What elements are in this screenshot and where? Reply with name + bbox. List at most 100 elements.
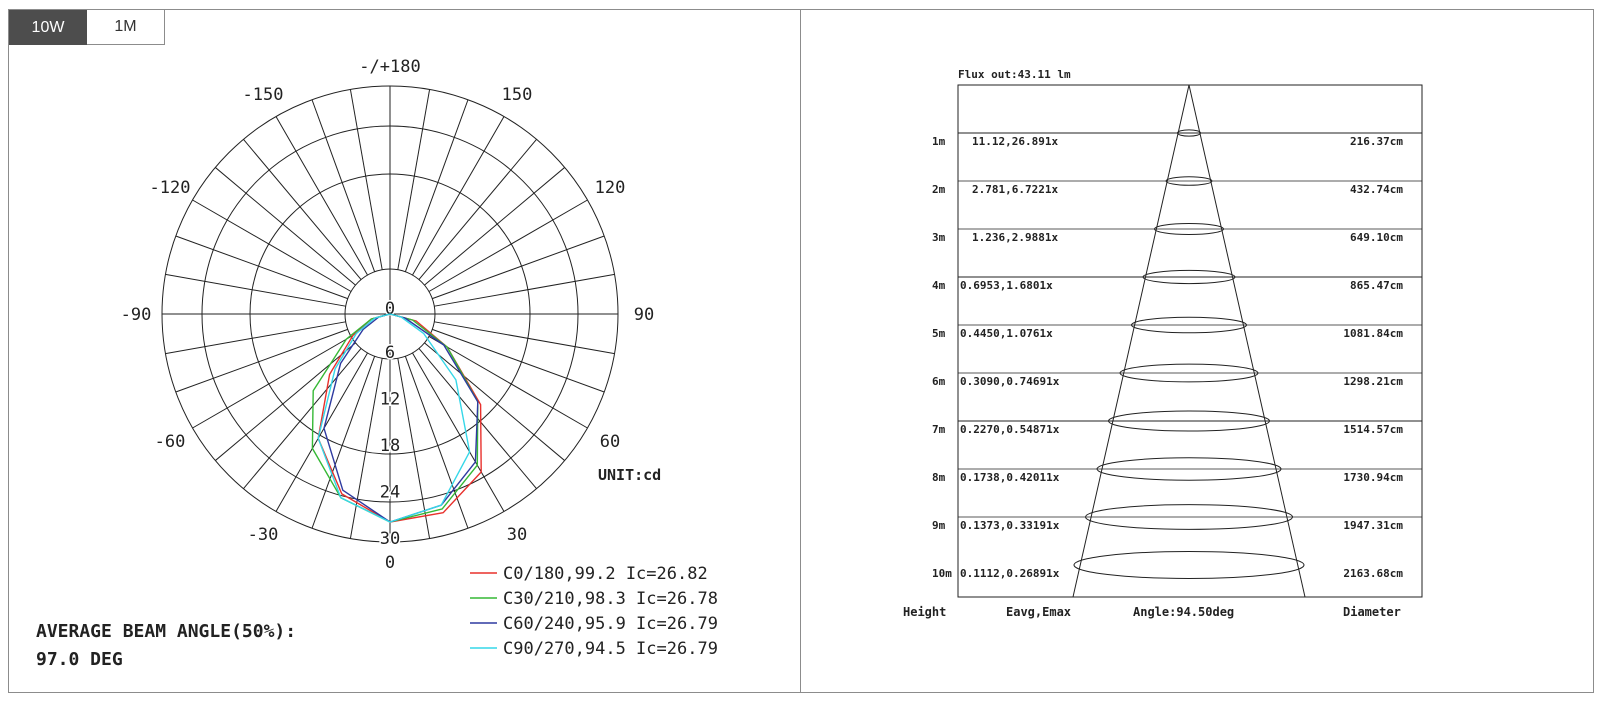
polar-grid-spoke: [165, 273, 346, 307]
polar-grid-spoke: [412, 352, 505, 512]
cone-diameter-label: 216.37cm: [1350, 135, 1403, 148]
legend-entry-1: C30/210,98.3 Ic=26.78: [503, 589, 718, 609]
panel-divider: [800, 9, 801, 693]
polar-grid-spoke: [432, 328, 605, 393]
polar-angle-label: -150: [243, 85, 284, 105]
beam-angle-summary: AVERAGE BEAM ANGLE(50%): 97.0 DEG: [36, 618, 296, 674]
polar-chart: -/+180 -150 150 -120 120 -90 90 -60 60 -30 30 0 0 6 12…: [121, 57, 718, 659]
polar-grid-spoke: [397, 89, 431, 270]
cone-ellipse: [1119, 363, 1259, 383]
polar-radial-label: 24: [380, 483, 400, 503]
polar-grid-spoke: [418, 139, 537, 280]
polar-angle-label: -90: [121, 305, 152, 325]
polar-grid-spoke: [192, 199, 352, 292]
cone-ellipse: [1154, 223, 1224, 235]
cone-diameter-label: 1730.94cm: [1343, 471, 1403, 484]
cone-illuminance-label: 0.2270,0.54871x: [960, 423, 1060, 436]
cone-height-label: 5m: [932, 327, 946, 340]
tab-10w[interactable]: 10W: [9, 10, 87, 45]
cone-box: [957, 84, 1423, 598]
cone-height-label: 10m: [932, 567, 952, 580]
polar-angle-label: 90: [634, 305, 654, 325]
cone-diameter-label: 2163.68cm: [1343, 567, 1403, 580]
cone-illuminance-label: 0.3090,0.74691x: [960, 375, 1060, 388]
polar-radial-label: 12: [380, 390, 400, 410]
tab-1m[interactable]: 1M: [87, 10, 165, 45]
polar-grid-spoke: [412, 116, 505, 276]
cone-height-label: 6m: [932, 375, 946, 388]
footer-angle-label: Angle:94.50deg: [1133, 605, 1234, 619]
cone-diameter-label: 1298.21cm: [1343, 375, 1403, 388]
panel-frame: [8, 9, 1594, 693]
polar-grid-spoke: [311, 99, 376, 272]
cone-side-right: [1188, 84, 1306, 598]
polar-angle-label: 60: [600, 432, 620, 452]
cone-diameter-label: 432.74cm: [1350, 183, 1403, 196]
footer-height-label: Height: [903, 605, 946, 619]
polar-grid-spoke: [192, 336, 352, 429]
polar-grid-spoke: [434, 321, 615, 355]
cone-diameter-label: 1081.84cm: [1343, 327, 1403, 340]
cone-illuminance-label: 1.236,2.9881x: [972, 231, 1058, 244]
polar-grid-spoke: [349, 89, 383, 270]
cone-height-label: 3m: [932, 231, 946, 244]
polar-angle-label: 30: [507, 525, 527, 545]
cone-illuminance-label: 0.4450,1.0761x: [960, 327, 1053, 340]
cone-diameter-label: 649.10cm: [1350, 231, 1403, 244]
legend-entry-2: C60/240,95.9 Ic=26.79: [503, 614, 718, 634]
polar-grid-spoke: [434, 273, 615, 307]
cone-diagram: Flux out:43.11 lm 1m 11.12,26.891x 216.37cm…: [903, 68, 1423, 619]
polar-grid-spoke: [165, 321, 346, 355]
polar-angle-label: 0: [385, 553, 395, 573]
polar-grid-spoke: [175, 328, 348, 393]
polar-grid-spoke: [311, 356, 376, 529]
legend-entry-0: C0/180,99.2 Ic=26.82: [503, 564, 708, 584]
cone-illuminance-label: 0.6953,1.6801x: [960, 279, 1053, 292]
cone-ellipse: [1108, 410, 1270, 432]
legend-entry-3: C90/270,94.5 Ic=26.79: [503, 639, 718, 659]
polar-grid-spoke: [275, 116, 368, 276]
cone-illuminance-label: 2.781,6.7221x: [972, 183, 1058, 196]
cone-height-label: 8m: [932, 471, 946, 484]
polar-radial-label: 6: [385, 343, 395, 363]
polar-grid-spoke: [397, 358, 431, 539]
beam-angle-value: 97.0 DEG: [36, 649, 123, 670]
polar-grid-spoke: [432, 235, 605, 300]
polar-radial-label: 0: [385, 299, 395, 319]
polar-angle-label: -30: [248, 525, 279, 545]
cone-height-label: 9m: [932, 519, 946, 532]
polar-top-label: -/+180: [359, 57, 420, 77]
cone-diameter-label: 865.47cm: [1350, 279, 1403, 292]
beam-angle-label: AVERAGE BEAM ANGLE(50%):: [36, 621, 297, 642]
cone-height-label: 7m: [932, 423, 946, 436]
footer-diameter-label: Diameter: [1343, 605, 1401, 619]
polar-grid-spoke: [424, 167, 565, 286]
cone-height-label: 4m: [932, 279, 946, 292]
cone-ellipse: [1131, 316, 1247, 334]
polar-grid-spoke: [349, 358, 383, 539]
polar-angle-label: 120: [595, 178, 626, 198]
cone-illuminance-label: 11.12,26.891x: [972, 135, 1058, 148]
polar-radial-label: 30: [380, 529, 400, 549]
cone-height-label: 2m: [932, 183, 946, 196]
polar-grid-spoke: [243, 139, 362, 280]
cone-ellipse: [1096, 457, 1282, 481]
polar-grid-spoke: [404, 356, 469, 529]
polar-grid-spoke: [404, 99, 469, 272]
cone-ellipse: [1073, 551, 1305, 579]
polar-grid-spoke: [424, 342, 565, 461]
footer-eavg-label: Eavg,Emax: [1006, 605, 1071, 619]
cone-illuminance-label: 0.1738,0.42011x: [960, 471, 1060, 484]
polar-radial-label: 18: [380, 436, 400, 456]
cone-height-label: 1m: [932, 135, 946, 148]
polar-angle-label: -60: [155, 432, 186, 452]
polar-unit-label: UNIT:cd: [598, 466, 661, 484]
polar-grid-spoke: [243, 348, 362, 489]
polar-series-line-3: [317, 313, 471, 523]
cone-side-left: [1072, 84, 1190, 598]
polar-grid-spoke: [275, 352, 368, 512]
flux-out-label: Flux out:43.11 lm: [958, 68, 1071, 81]
polar-grid-spoke: [428, 336, 588, 429]
cone-ellipse: [1165, 176, 1213, 186]
polar-grid-spoke: [175, 235, 348, 300]
